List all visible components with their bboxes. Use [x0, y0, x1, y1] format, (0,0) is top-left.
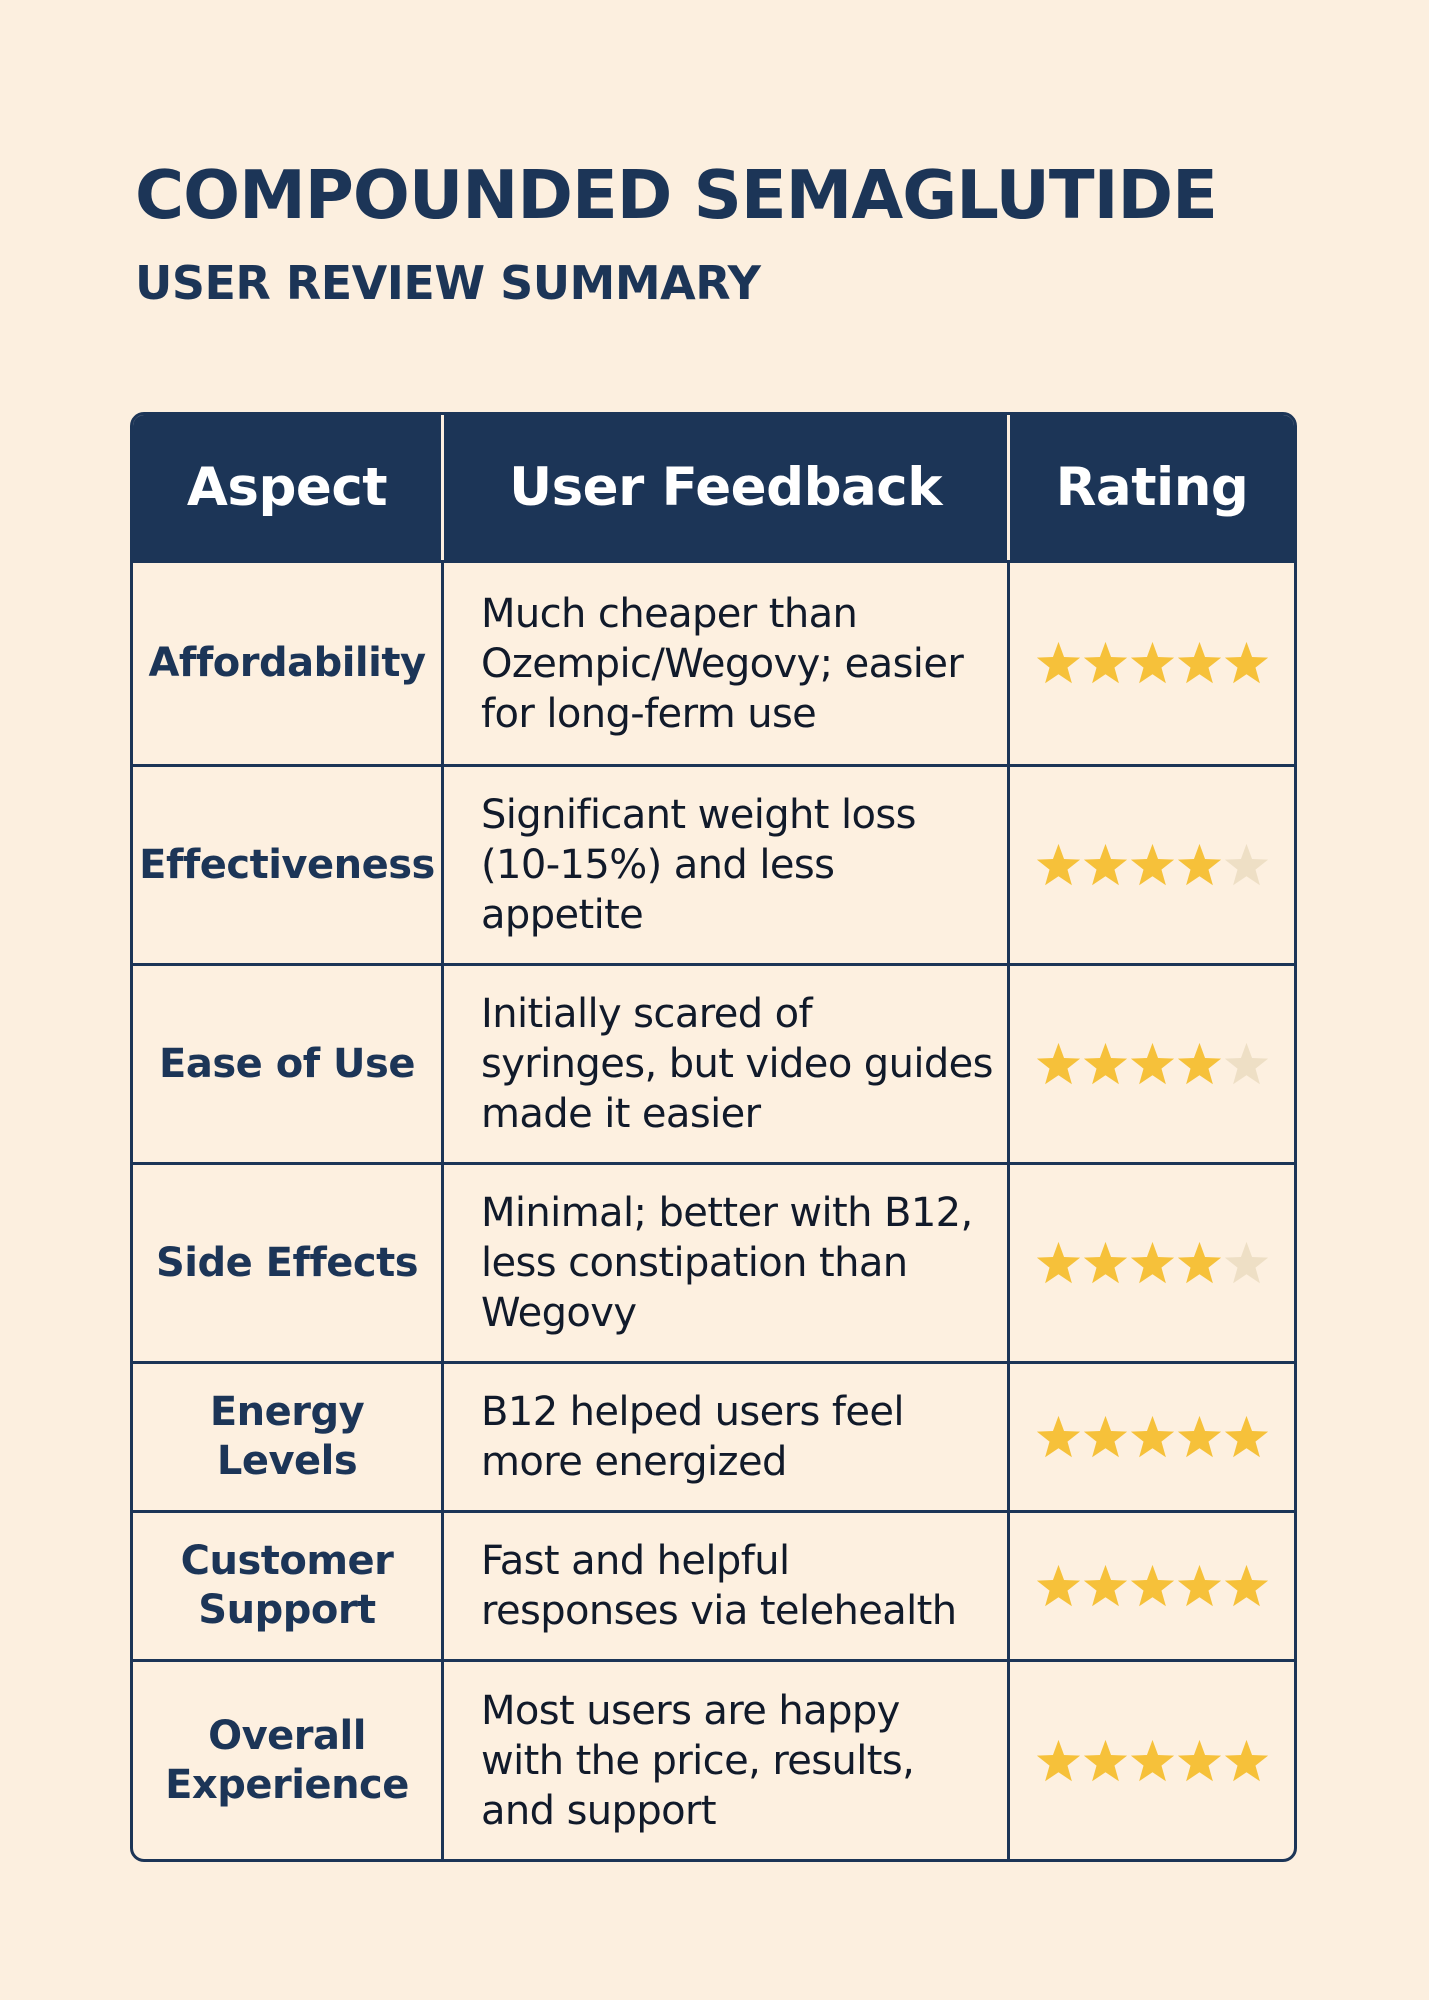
aspect-cell: Ease of Use [133, 966, 441, 1162]
star-filled-icon [1130, 1739, 1174, 1781]
star-filled-icon [1083, 1042, 1127, 1084]
star-filled-icon [1224, 1415, 1268, 1457]
star-filled-icon [1130, 1241, 1174, 1283]
star-empty-icon [1224, 843, 1268, 885]
star-filled-icon [1130, 1564, 1174, 1606]
star-filled-icon [1083, 1564, 1127, 1606]
aspect-label: Side Effects [155, 1239, 419, 1286]
aspect-label: Energy Levels [209, 1389, 365, 1484]
table-row: Overall Experience Most users are happy w… [133, 1659, 1294, 1859]
aspect-label: Ease of Use [159, 1040, 415, 1087]
rating-cell [1007, 767, 1294, 963]
table-header-row: Aspect User Feedback Rating [133, 415, 1294, 560]
star-filled-icon [1036, 1564, 1080, 1606]
star-rating [1035, 1041, 1270, 1088]
feedback-text: Most users are happy with the price, res… [481, 1688, 915, 1834]
feedback-cell: B12 helped users feel more energized [441, 1364, 1007, 1510]
header-feedback: User Feedback [509, 457, 942, 518]
star-empty-icon [1224, 1241, 1268, 1283]
star-filled-icon [1224, 1739, 1268, 1781]
star-filled-icon [1177, 1564, 1221, 1606]
aspect-cell: Side Effects [133, 1165, 441, 1361]
aspect-cell: Customer Support [133, 1513, 441, 1659]
star-filled-icon [1083, 641, 1127, 684]
star-filled-icon [1177, 1042, 1221, 1084]
feedback-text: B12 helped users feel more energized [481, 1389, 904, 1485]
feedback-text: Much cheaper than Ozempic/Wegovy; easier… [481, 590, 964, 737]
rating-cell [1007, 966, 1294, 1162]
header-cell-rating: Rating [1007, 415, 1294, 560]
star-filled-icon [1177, 641, 1221, 684]
feedback-text: Significant weight loss (10-15%) and les… [481, 792, 916, 938]
aspect-label: Effectiveness [139, 841, 435, 888]
table-row: Customer Support Fast and helpful respons… [133, 1510, 1294, 1659]
star-filled-icon [1083, 1739, 1127, 1781]
star-rating [1035, 1414, 1270, 1461]
star-rating [1035, 1240, 1270, 1287]
star-filled-icon [1130, 641, 1174, 684]
feedback-text: Initially scared of syringes, but video … [481, 991, 994, 1137]
star-filled-icon [1083, 1415, 1127, 1457]
star-empty-icon [1224, 1042, 1268, 1084]
star-filled-icon [1036, 1042, 1080, 1084]
aspect-label: Overall Experience [165, 1713, 409, 1808]
star-filled-icon [1130, 843, 1174, 885]
star-filled-icon [1036, 843, 1080, 885]
feedback-cell: Minimal; better with B12, less constipat… [441, 1165, 1007, 1361]
aspect-cell: Energy Levels [133, 1364, 441, 1510]
table-row: Ease of Use Initially scared of syringes,… [133, 963, 1294, 1162]
star-rating [1035, 640, 1270, 687]
star-filled-icon [1177, 843, 1221, 885]
star-filled-icon [1177, 1241, 1221, 1283]
header-rating: Rating [1055, 457, 1249, 518]
rating-cell [1007, 1513, 1294, 1659]
feedback-text: Minimal; better with B12, less constipat… [481, 1190, 973, 1336]
star-filled-icon [1224, 641, 1268, 684]
table-row: Side Effects Minimal; better with B12, le… [133, 1162, 1294, 1361]
table-row: Affordability Much cheaper than Ozempic/W… [133, 560, 1294, 764]
star-filled-icon [1036, 1241, 1080, 1283]
table-row: Effectiveness Significant weight loss (10… [133, 764, 1294, 963]
rating-cell [1007, 1662, 1294, 1859]
review-table: Aspect User Feedback Rating Affordabilit… [130, 412, 1297, 1862]
page-title: COMPOUNDED SEMAGLUTIDE [135, 156, 1218, 234]
feedback-text: Fast and helpful responses via telehealt… [481, 1538, 957, 1634]
rating-cell [1007, 1165, 1294, 1361]
aspect-cell: Overall Experience [133, 1662, 441, 1859]
star-filled-icon [1083, 843, 1127, 885]
star-filled-icon [1130, 1042, 1174, 1084]
aspect-cell: Effectiveness [133, 767, 441, 963]
feedback-cell: Much cheaper than Ozempic/Wegovy; easier… [441, 563, 1007, 764]
star-rating [1035, 1738, 1270, 1785]
star-filled-icon [1177, 1415, 1221, 1457]
star-filled-icon [1036, 1415, 1080, 1457]
feedback-cell: Initially scared of syringes, but video … [441, 966, 1007, 1162]
table-body: Affordability Much cheaper than Ozempic/W… [133, 560, 1294, 1859]
star-filled-icon [1036, 1739, 1080, 1781]
star-rating [1035, 842, 1270, 889]
aspect-label: Customer Support [180, 1538, 394, 1633]
feedback-cell: Most users are happy with the price, res… [441, 1662, 1007, 1859]
page-subtitle: USER REVIEW SUMMARY [135, 256, 761, 310]
star-filled-icon [1130, 1415, 1174, 1457]
feedback-cell: Fast and helpful responses via telehealt… [441, 1513, 1007, 1659]
header-cell-feedback: User Feedback [441, 415, 1007, 560]
star-filled-icon [1224, 1564, 1268, 1606]
star-rating [1035, 1563, 1270, 1610]
header-aspect: Aspect [186, 457, 388, 518]
star-filled-icon [1036, 641, 1080, 684]
aspect-label: Affordability [148, 640, 426, 686]
table-row: Energy Levels B12 helped users feel more … [133, 1361, 1294, 1510]
feedback-cell: Significant weight loss (10-15%) and les… [441, 767, 1007, 963]
rating-cell [1007, 563, 1294, 764]
star-filled-icon [1083, 1241, 1127, 1283]
star-filled-icon [1177, 1739, 1221, 1781]
rating-cell [1007, 1364, 1294, 1510]
aspect-cell: Affordability [133, 563, 441, 764]
header-cell-aspect: Aspect [133, 415, 441, 560]
